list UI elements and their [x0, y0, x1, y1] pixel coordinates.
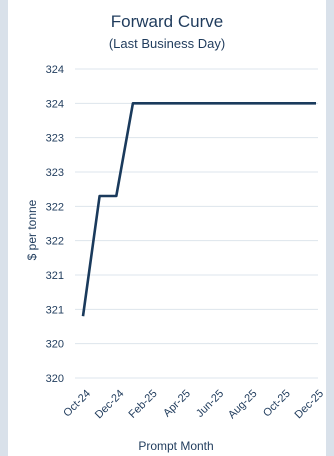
x-tick-label: Dec-24 — [93, 388, 127, 422]
chart-subtitle: (Last Business Day) — [108, 36, 226, 51]
y-axis-ticks: 320 320 321 321 322 322 323 323 324 324 — [46, 64, 64, 385]
x-tick-label: Feb-25 — [127, 388, 160, 421]
chart-card: Forward Curve (Last Business Day) 320 320… — [8, 0, 326, 456]
x-axis-ticks: Oct-24 Dec-24 Feb-25 Apr-25 Jun-25 Aug-25 Oct-… — [61, 388, 326, 422]
y-tick-label: 324 — [46, 64, 64, 76]
x-tick-label: Oct-25 — [261, 388, 293, 420]
chart-title: Forward Curve — [110, 12, 224, 31]
x-tick-label: Aug-25 — [226, 388, 260, 422]
x-tick-label: Jun-25 — [194, 388, 226, 420]
x-tick-label: Dec-25 — [293, 388, 326, 422]
x-tick-label: Apr-25 — [161, 388, 193, 420]
y-axis-label: $ per tonne — [25, 199, 39, 260]
y-tick-label: 321 — [46, 270, 64, 282]
y-tick-label: 321 — [46, 304, 64, 316]
x-axis-label: Prompt Month — [138, 439, 213, 453]
x-tick-label: Oct-24 — [61, 388, 93, 420]
y-tick-label: 320 — [46, 339, 64, 351]
y-tick-label: 322 — [46, 236, 64, 248]
grid-lines — [75, 68, 318, 379]
y-tick-label: 322 — [46, 201, 64, 213]
series-line — [81, 102, 316, 317]
y-tick-label: 323 — [46, 167, 64, 179]
y-tick-label: 324 — [46, 98, 64, 110]
y-tick-label: 320 — [46, 373, 64, 385]
y-tick-label: 323 — [46, 133, 64, 145]
